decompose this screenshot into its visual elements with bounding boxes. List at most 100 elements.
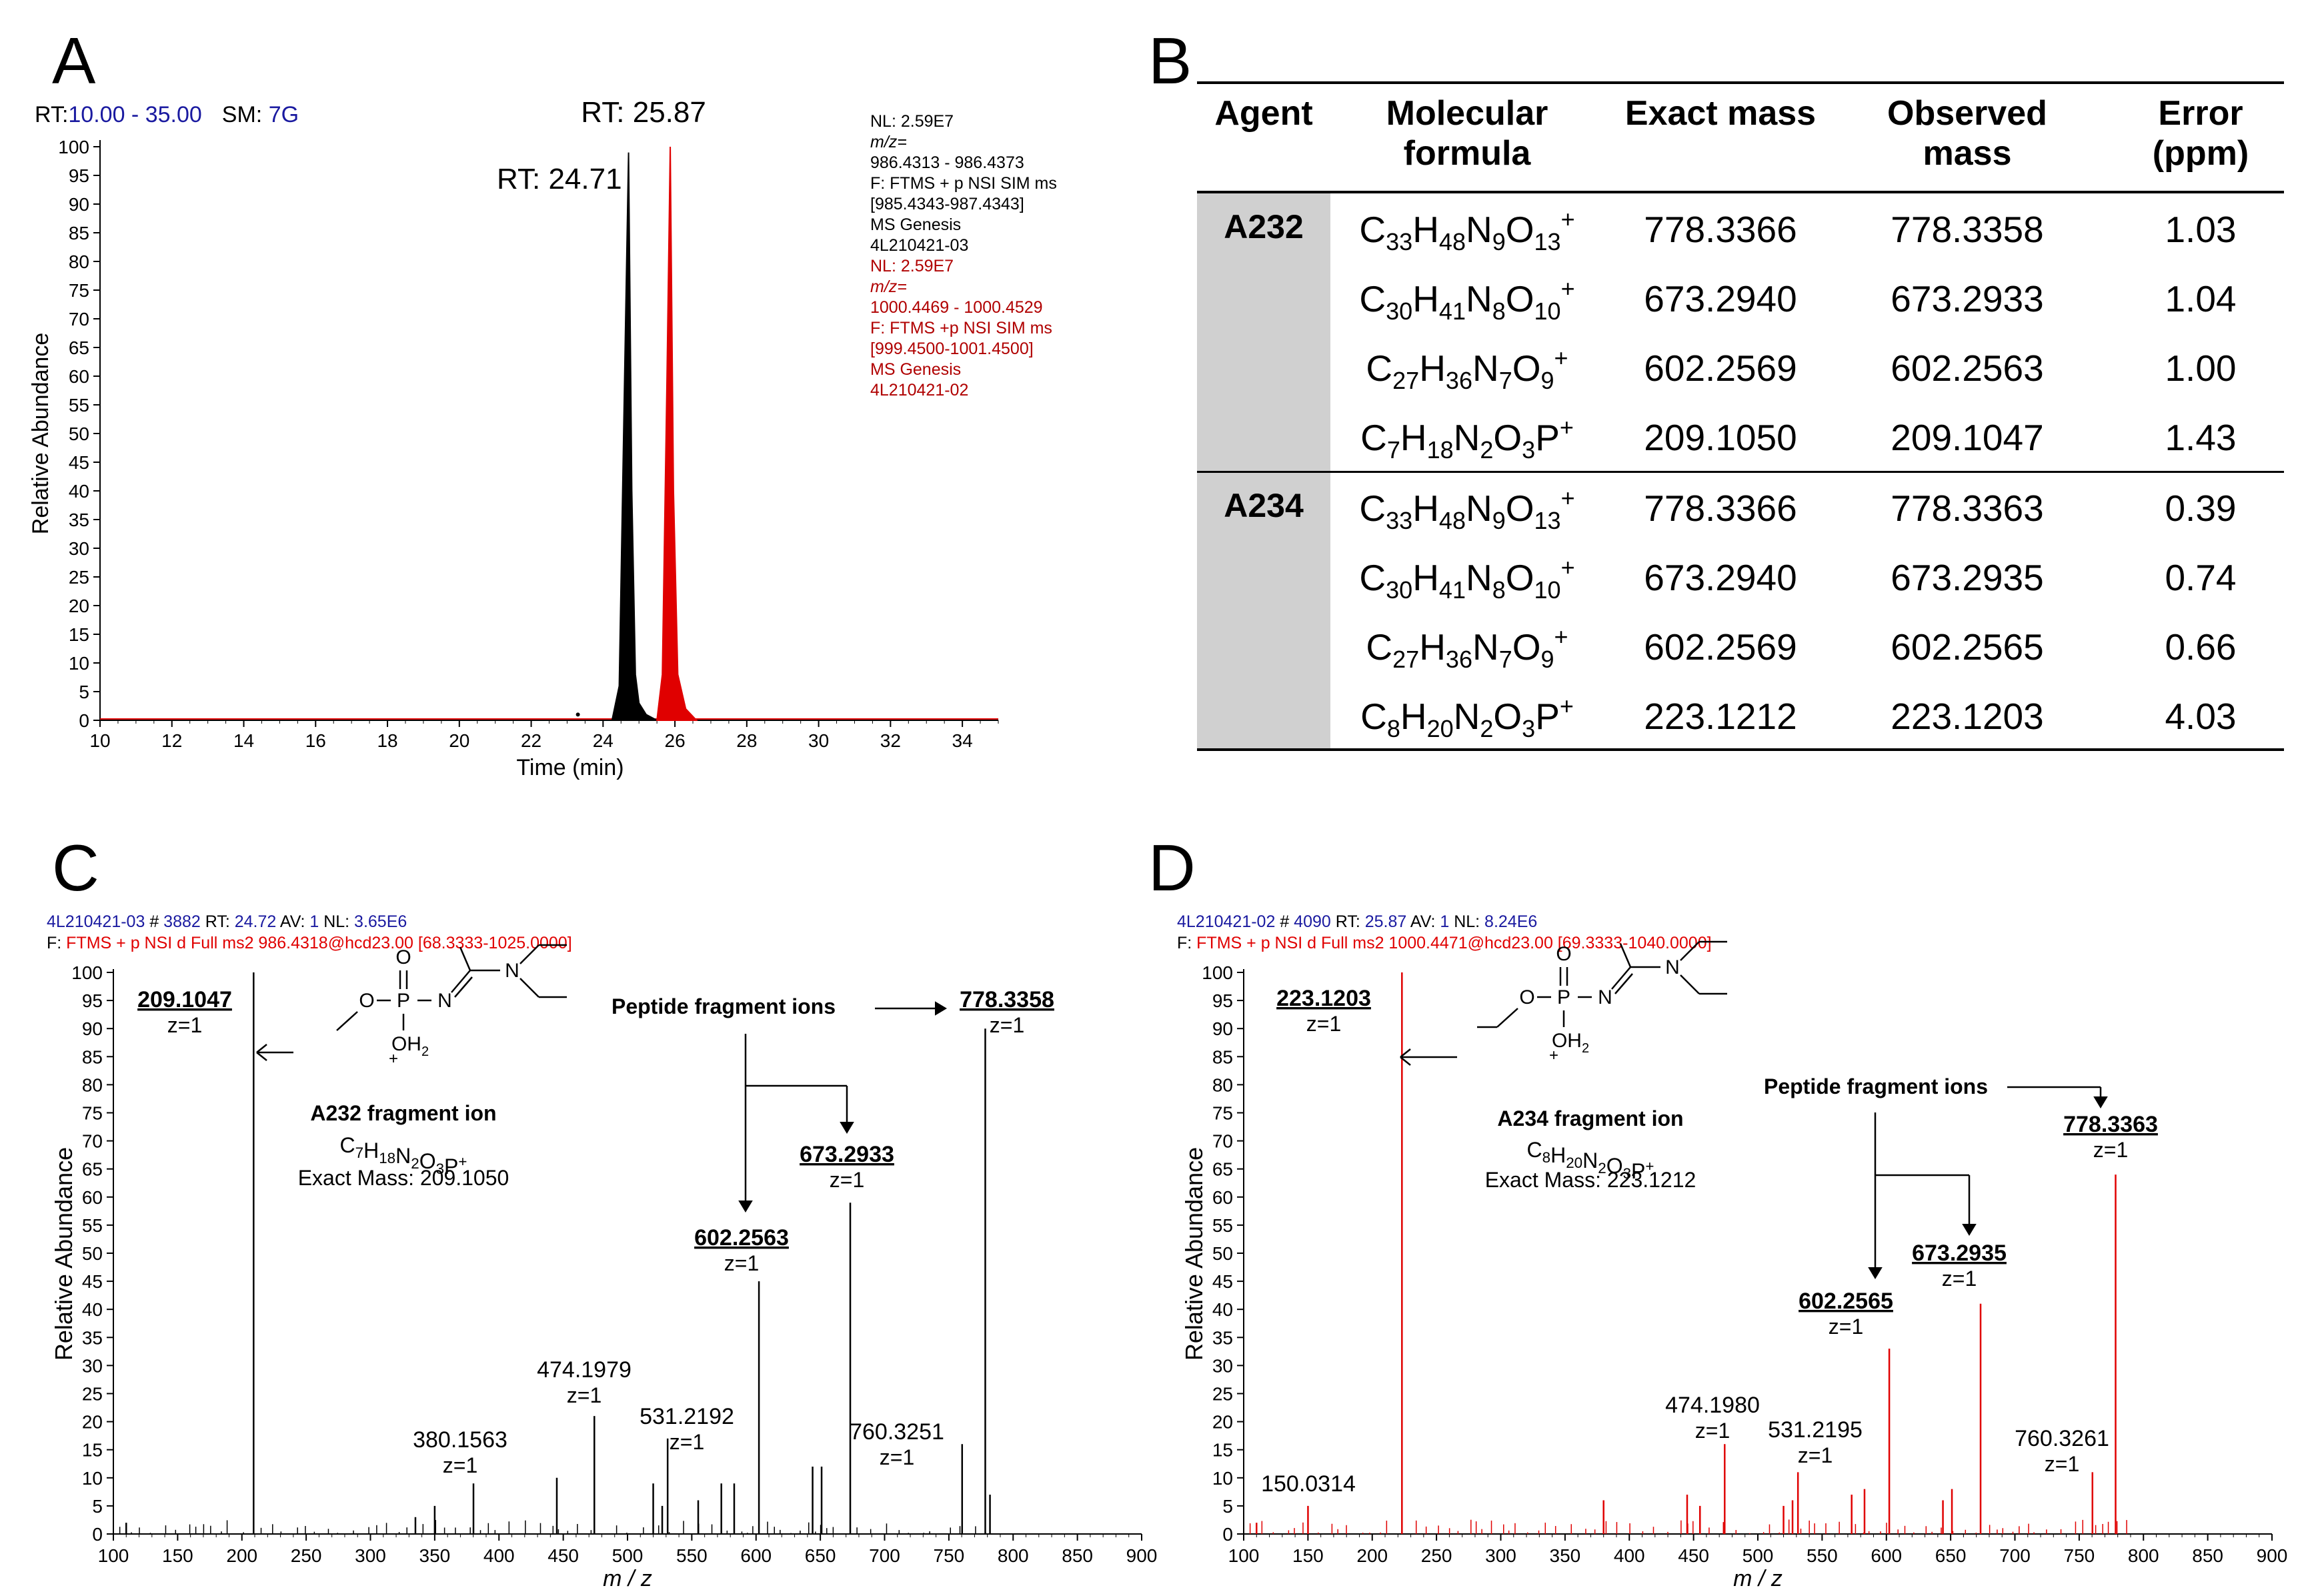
subscript: 10 xyxy=(1534,576,1561,604)
rt-range: 10.00 - 35.00 xyxy=(68,102,201,127)
peak-label: 150.0314 xyxy=(1261,1471,1356,1497)
atom-label: P xyxy=(397,990,410,1012)
atom-label: + xyxy=(1549,1046,1558,1064)
exact-mass-cell: 673.2940 xyxy=(1644,557,1797,598)
agent-label: A232 xyxy=(1224,208,1304,245)
d-header-1: 4L210421-02 # 4090 RT: 25.87 AV: 1 NL: 8… xyxy=(1177,912,1537,931)
x-tick-label: 500 xyxy=(1742,1545,1774,1566)
x-tick-label: 800 xyxy=(998,1545,1029,1566)
bond xyxy=(1619,943,1632,968)
y-tick-label: 45 xyxy=(69,452,89,473)
info-black-line: [985.4343-987.4343] xyxy=(870,195,1024,213)
y-tick-label: 30 xyxy=(82,1355,103,1376)
info-black-line: 4L210421-03 xyxy=(870,236,968,255)
element: H xyxy=(1550,1143,1566,1167)
charge: + xyxy=(1559,414,1574,441)
header-line: Observed xyxy=(1887,94,2047,133)
exact-mass-cell: 778.3366 xyxy=(1644,209,1797,250)
subscript: 33 xyxy=(1386,228,1413,255)
peak-charge: z=1 xyxy=(167,1013,202,1037)
y-tick-label: 55 xyxy=(82,1215,103,1236)
sm-label: SM: xyxy=(222,102,269,127)
peak-label: 209.1047 xyxy=(137,987,232,1012)
info-red-line: [999.4500-1001.4500] xyxy=(870,339,1034,358)
header-line: Molecular xyxy=(1386,94,1548,133)
error-cell: 1.04 xyxy=(2165,278,2237,319)
formula-cell: C30H41N8O10+ xyxy=(1359,275,1575,325)
x-tick-label: 24 xyxy=(593,730,614,751)
x-tick-label: 600 xyxy=(1871,1545,1902,1566)
y-tick-label: 80 xyxy=(1212,1074,1233,1095)
bond xyxy=(1680,974,1700,994)
y-tick-label: 25 xyxy=(69,567,89,588)
charge: + xyxy=(1645,1158,1654,1174)
peak-label: 531.2195 xyxy=(1768,1417,1863,1443)
peak-label: 602.2565 xyxy=(1799,1289,1893,1314)
subscript: 3 xyxy=(436,1160,444,1177)
y-tick-label: 75 xyxy=(82,1103,103,1124)
peak-label: 673.2935 xyxy=(1912,1241,2007,1266)
subscript: 20 xyxy=(1566,1154,1582,1171)
y-tick-label: 10 xyxy=(69,653,89,674)
y-tick-label: 20 xyxy=(1212,1412,1233,1433)
header-part: 1 xyxy=(309,912,319,931)
y-tick-label: 55 xyxy=(69,395,89,416)
error-cell: 0.74 xyxy=(2165,557,2237,598)
error-cell: 1.43 xyxy=(2165,417,2237,458)
peak-charge: z=1 xyxy=(830,1168,864,1192)
c-arrow-b xyxy=(256,1052,267,1061)
formula-cell: C7H18N2O3P+ xyxy=(1360,414,1574,464)
sub: 2 xyxy=(421,1044,429,1059)
header-line: formula xyxy=(1403,134,1531,173)
y-tick-label: 50 xyxy=(69,424,89,444)
sub: 2 xyxy=(1582,1041,1589,1056)
y-tick-label: 65 xyxy=(1212,1159,1233,1180)
x-tick-label: 700 xyxy=(1999,1545,2031,1566)
d-arrow-602-head xyxy=(1868,1267,1883,1279)
exact-mass-cell: 778.3366 xyxy=(1644,488,1797,529)
formula-cell: C33H48N9O13+ xyxy=(1359,205,1575,255)
header-line: Error xyxy=(2158,94,2243,133)
subscript: 9 xyxy=(1492,228,1506,255)
x-tick-label: 350 xyxy=(1550,1545,1581,1566)
bond xyxy=(1496,1008,1518,1028)
y-tick-label: 15 xyxy=(82,1440,103,1461)
peak-charge: z=1 xyxy=(443,1453,477,1477)
bond xyxy=(1680,941,1700,961)
subscript: 7 xyxy=(1386,436,1400,464)
observed-mass-cell: 778.3358 xyxy=(1891,209,2044,250)
y-tick-label: 30 xyxy=(69,538,89,559)
header-part: 3882 xyxy=(163,912,201,931)
formula-cell: C30H41N8O10+ xyxy=(1359,554,1575,604)
y-tick-label: 85 xyxy=(1212,1046,1233,1067)
exact-mass-cell: 673.2940 xyxy=(1644,278,1797,319)
peak-label: 531.2192 xyxy=(640,1404,734,1429)
peak2-label: RT: 25.87 xyxy=(581,96,706,129)
y-tick-label: 90 xyxy=(1212,1018,1233,1039)
y-tick-label: 75 xyxy=(69,280,89,301)
charge: + xyxy=(1560,484,1575,512)
subscript: 13 xyxy=(1534,228,1561,255)
bond xyxy=(1611,966,1631,990)
peak-charge: z=1 xyxy=(670,1430,704,1454)
observed-mass-cell: 602.2563 xyxy=(1891,347,2044,389)
atom-label: O xyxy=(395,946,411,968)
x-tick-label: 700 xyxy=(869,1545,900,1566)
header-part: AV: xyxy=(276,912,309,931)
atom-label: O xyxy=(359,990,374,1012)
y-tick-label: 50 xyxy=(82,1243,103,1264)
peak-label: 380.1563 xyxy=(413,1427,507,1453)
x-tick-label: 400 xyxy=(483,1545,515,1566)
y-tick-label: 35 xyxy=(1212,1327,1233,1348)
observed-mass-cell: 209.1047 xyxy=(1891,417,2044,458)
x-tick-label: 12 xyxy=(161,730,182,751)
subscript: 8 xyxy=(1492,576,1506,604)
peak-charge: z=1 xyxy=(567,1383,602,1407)
y-axis-label: Relative Abundance xyxy=(28,333,53,534)
y-tick-label: 70 xyxy=(69,309,89,329)
peak-charge: z=1 xyxy=(724,1251,759,1275)
info-black-line: NL: 2.59E7 xyxy=(870,112,954,131)
peak-charge: z=1 xyxy=(2045,1452,2079,1476)
info-black-line: m/z= xyxy=(870,133,907,151)
